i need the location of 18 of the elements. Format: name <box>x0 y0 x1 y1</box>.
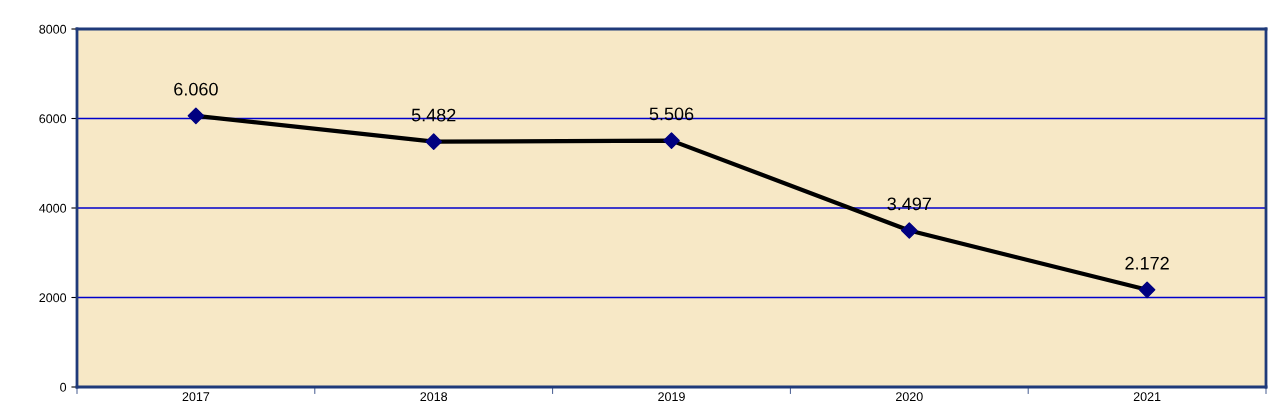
data-label: 5.506 <box>649 107 694 121</box>
data-label: 2.172 <box>1125 256 1169 270</box>
y-tick-label: 0 <box>60 382 67 392</box>
point <box>663 132 680 149</box>
point <box>425 133 443 150</box>
point <box>900 222 918 239</box>
y-tick-label: 8000 <box>39 24 67 34</box>
y-tick-label: 6000 <box>39 114 67 124</box>
point <box>1138 281 1156 299</box>
data-label: 6.060 <box>174 82 218 96</box>
x-tick-label: 2018 <box>420 392 448 402</box>
point <box>187 107 205 125</box>
y-tick-label: 4000 <box>39 203 67 213</box>
x-tick-label: 2021 <box>1133 392 1161 402</box>
y-tick-label: 2000 <box>39 293 67 303</box>
x-tick-label: 2020 <box>896 392 923 402</box>
x-tick-label: 2017 <box>182 392 210 402</box>
x-tick-label: 2019 <box>658 392 685 402</box>
